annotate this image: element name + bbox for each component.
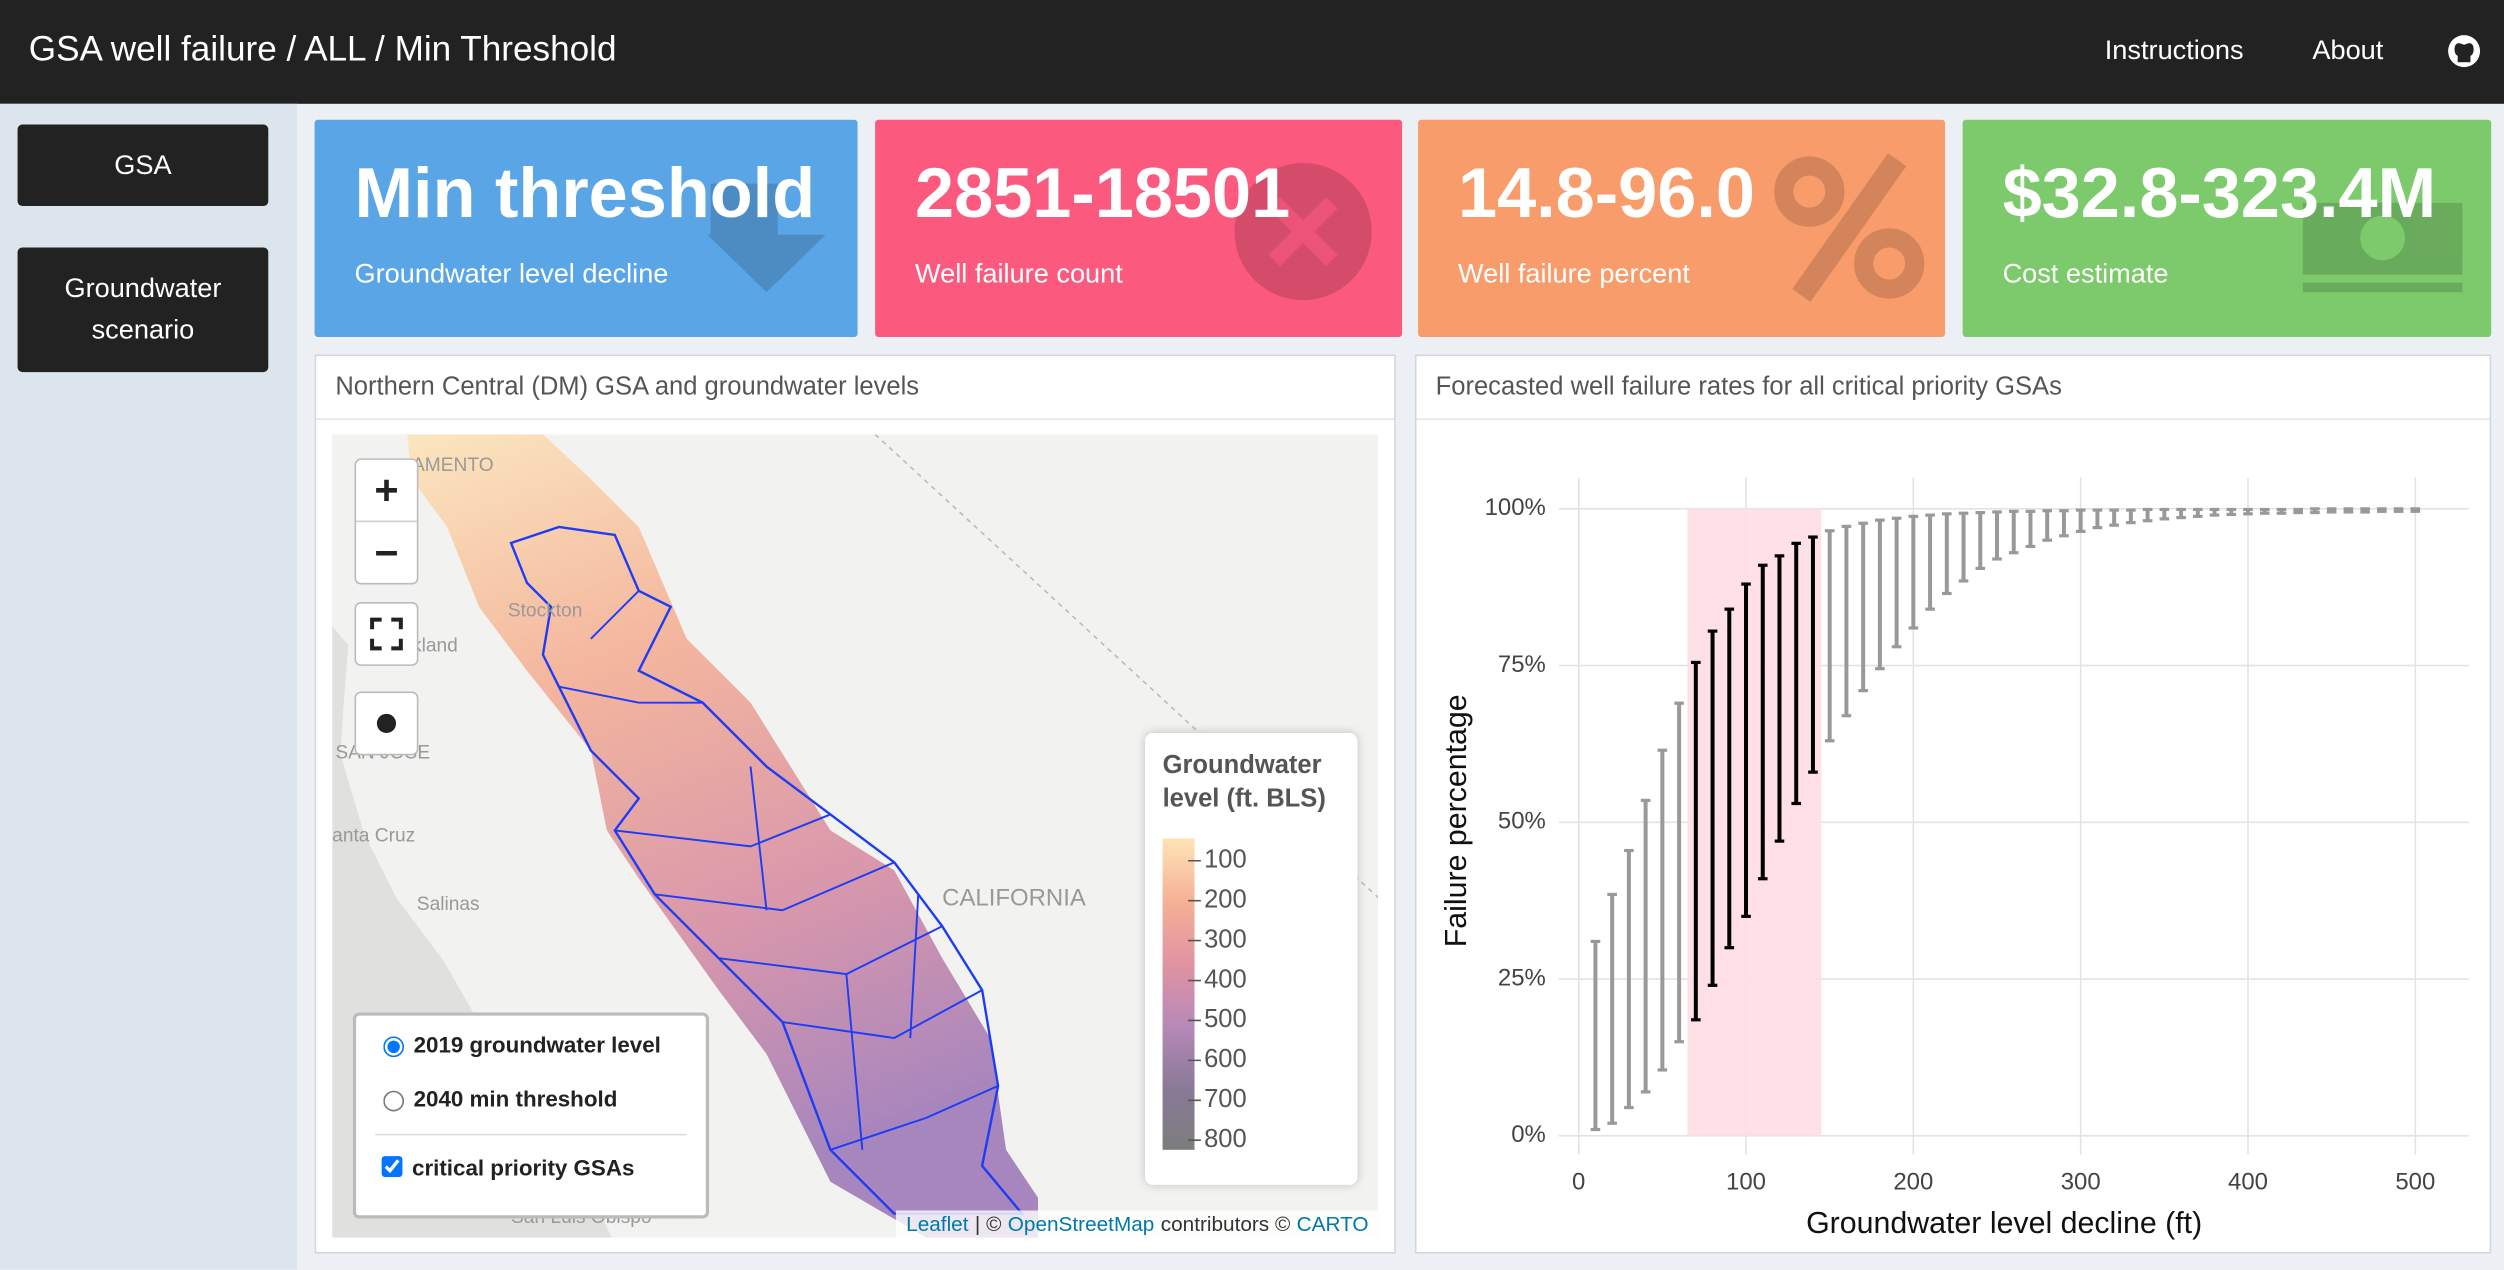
x-tick-label: 500 (2395, 1169, 2435, 1196)
box-icon (1774, 153, 1925, 302)
value-box: Min threshold Groundwater level decline (314, 119, 858, 337)
attribution: Leaflet | © OpenStreetMap contributors ©… (896, 1210, 1379, 1238)
y-tick-label: 0% (1511, 1121, 1546, 1148)
highlight-band (1687, 508, 1822, 1136)
value-box: $32.8-323.4M Cost estimate (1962, 119, 2492, 337)
x-tick-label: 100 (1726, 1169, 1766, 1196)
radio[interactable] (383, 1090, 405, 1112)
y-tick-label: 75% (1498, 651, 1546, 678)
sidebar-button[interactable]: GSA (17, 124, 269, 207)
plot: 0 100 200 300 400 500 0% 25% 50% 75% 100% (1485, 477, 2469, 1196)
layer-label: critical priority GSAs (412, 1153, 635, 1180)
box-icon (2302, 202, 2463, 293)
chart-panel: Forecasted well failure rates for all cr… (1414, 354, 2492, 1254)
legend-tick-label: 300 (1204, 925, 1247, 953)
github-icon[interactable] (2447, 34, 2482, 69)
divider (375, 1133, 687, 1136)
attr-text: contributors © (1160, 1212, 1291, 1237)
sidebar: GSA Groundwater scenario (0, 103, 298, 1270)
legend-tick-label: 400 (1204, 965, 1247, 993)
place-label: Salinas (417, 894, 480, 915)
x-axis-title: Groundwater level decline (ft) (1806, 1207, 2202, 1240)
value-box: 14.8-96.0 Well failure percent (1418, 119, 1946, 337)
attr-link[interactable]: Leaflet (906, 1212, 969, 1237)
x-tick-label: 300 (2061, 1169, 2101, 1196)
legend-tick-label: 100 (1204, 846, 1247, 874)
map[interactable]: AMENTO Stockton kland SAN JOSE anta Cruz… (332, 434, 1379, 1238)
y-tick-label: 50% (1498, 808, 1546, 835)
divider (1416, 418, 2490, 420)
navbar: GSA well failure / ALL / Min Threshold I… (0, 0, 2504, 104)
icon-shape (376, 713, 397, 733)
x-tick-label: 200 (1893, 1169, 1933, 1196)
colorbar: 100 200 300 400 500 600 700 800 (1162, 838, 1247, 1153)
y-tick-label: 25% (1498, 964, 1546, 991)
x-tick-label: 400 (2228, 1169, 2268, 1196)
percent-icon (1774, 153, 1925, 302)
map-panel: Northern Central (DM) GSA and groundwate… (314, 354, 1396, 1254)
colorbar-fill (1162, 838, 1195, 1150)
fullscreen-icon (370, 617, 403, 651)
radio[interactable] (383, 1036, 405, 1058)
place-label: CALIFORNIA (942, 884, 1086, 911)
locate-button[interactable] (354, 691, 419, 756)
zoom-control: + − (354, 458, 419, 585)
box-value: $32.8-323.4M (2002, 154, 2437, 234)
sidebar-button[interactable]: Groundwater scenario (17, 247, 269, 373)
box-icon (707, 183, 826, 293)
box-value: 2851-18501 (915, 154, 1291, 234)
map-legend: Groundwater level (ft. BLS) 100 200 300 400… (1145, 732, 1358, 1185)
box-value: 14.8-96.0 (1458, 154, 1755, 234)
place-label: Stockton (508, 600, 583, 621)
place-label: anta Cruz (332, 826, 415, 847)
legend-tick-label: 200 (1204, 885, 1247, 913)
money-icon (2302, 202, 2463, 293)
y-tick-label: 100% (1485, 494, 1546, 521)
icon-shape (370, 617, 403, 651)
panel-title: Northern Central (DM) GSA and groundwate… (335, 373, 920, 401)
box-label: Groundwater level decline (354, 258, 669, 290)
place-label: AMENTO (412, 455, 494, 476)
place-label: kland (412, 636, 458, 657)
layer-option[interactable]: 2040 min threshold (375, 1086, 617, 1112)
zoom-in[interactable]: + (356, 460, 417, 523)
box-label: Well failure percent (1458, 258, 1690, 290)
gsa-boundary (558, 590, 999, 1151)
layer-option[interactable]: 2019 groundwater level (375, 1032, 661, 1058)
zoom-out[interactable]: − (374, 528, 399, 577)
divider (316, 418, 1395, 420)
globe-icon (376, 713, 397, 733)
fullscreen-button[interactable] (354, 602, 419, 666)
nav-link[interactable]: Instructions (2104, 35, 2244, 66)
panel-title: Forecasted well failure rates for all cr… (1435, 373, 2062, 401)
legend-tick-label: 700 (1204, 1085, 1247, 1113)
y-axis-title: Failure percentage (1440, 694, 1473, 947)
attr-link[interactable]: CARTO (1296, 1212, 1369, 1237)
gsa-boundary (509, 525, 1025, 1215)
icon-shape (2454, 43, 2474, 63)
box-label: Well failure count (915, 258, 1123, 290)
attr-text: | © (974, 1212, 1002, 1237)
layers-control: 2019 groundwater level 2040 min threshol… (352, 1012, 710, 1219)
nav-link[interactable]: About (2312, 35, 2384, 66)
layer-label: 2040 min threshold (413, 1085, 618, 1112)
layer-label: 2019 groundwater level (413, 1031, 661, 1058)
legend-tick-label: 800 (1204, 1125, 1247, 1153)
attr-link[interactable]: OpenStreetMap (1007, 1212, 1155, 1237)
legend-title: Groundwater level (ft. BLS) (1162, 752, 1326, 813)
chart: Groundwater level decline (ft) Failure p… (1440, 477, 2469, 1240)
box-icon (1234, 162, 1372, 301)
legend-tick-label: 500 (1204, 1005, 1247, 1033)
app-title: GSA well failure / ALL / Min Threshold (28, 28, 617, 69)
layer-option[interactable]: critical priority GSAs (375, 1151, 634, 1181)
legend-tick-label: 600 (1204, 1045, 1247, 1073)
x-icon (1268, 197, 1338, 266)
box-value: Min threshold (354, 154, 816, 234)
x-tick-label: 0 (1572, 1169, 1585, 1196)
value-box: 2851-18501 Well failure count (875, 119, 1403, 337)
checkbox[interactable] (381, 1156, 403, 1177)
arrow-icon (707, 183, 826, 293)
box-label: Cost estimate (2002, 258, 2169, 290)
